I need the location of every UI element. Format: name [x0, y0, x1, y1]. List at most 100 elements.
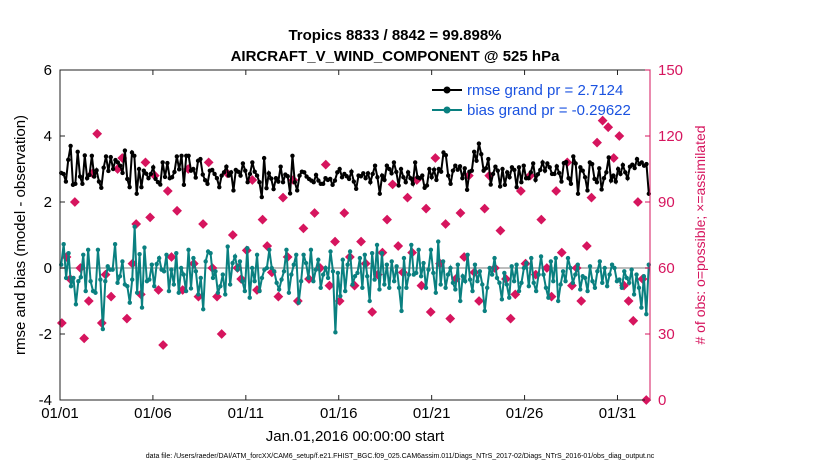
rmse-point: [556, 170, 562, 176]
bias-point: [529, 255, 534, 261]
bias-point: [551, 279, 556, 284]
rmse-point: [346, 176, 352, 182]
rmse-point: [580, 168, 585, 173]
rmse-point: [446, 173, 451, 178]
rmse-point: [490, 171, 496, 177]
rmse-point: [132, 153, 137, 158]
rmse-point: [266, 171, 272, 176]
rmse-point: [604, 170, 609, 175]
bias-point: [154, 261, 159, 267]
rmse-point: [474, 158, 479, 163]
bias-point: [436, 239, 441, 244]
rmse-point: [146, 176, 151, 181]
rmse-point: [457, 164, 463, 169]
rmse-point: [94, 168, 99, 173]
rmse-point: [87, 172, 92, 178]
bias-point: [489, 272, 495, 277]
bias-point: [450, 280, 456, 286]
bias-point: [526, 283, 532, 289]
rmse-point: [630, 162, 635, 167]
bias-point: [294, 252, 299, 257]
obs-assimilated-point: [603, 122, 614, 133]
obs-assimilated-point: [158, 340, 169, 350]
bias-point: [391, 279, 397, 284]
obs-assimilated-point: [597, 115, 608, 126]
bias-point: [433, 290, 438, 295]
rmse-point: [564, 159, 569, 165]
rmse-point: [151, 165, 156, 170]
bias-point: [487, 265, 492, 271]
rmse-point: [172, 169, 177, 175]
bias-point: [560, 269, 566, 274]
bias-point: [303, 260, 309, 266]
obs-assimilated-point: [227, 230, 238, 240]
rmse-point: [389, 171, 394, 176]
rmse-point: [613, 179, 618, 184]
bias-point: [276, 287, 282, 292]
obs-assimilated-point: [198, 219, 208, 229]
bias-point: [406, 272, 412, 277]
obs-assimilated-point: [387, 179, 398, 190]
obs-assimilated-point: [551, 186, 562, 196]
bias-point: [531, 280, 536, 286]
bias-point: [245, 246, 250, 251]
bias-point: [340, 257, 345, 262]
rmse-point: [271, 186, 276, 192]
rmse-point: [516, 165, 522, 170]
rmse-point: [103, 154, 109, 159]
rmse-point: [290, 153, 295, 158]
bias-point: [259, 275, 265, 281]
rmse-point: [585, 188, 590, 193]
obs-assimilated-point: [216, 329, 227, 339]
bias-point: [384, 262, 390, 267]
rmse-point: [401, 175, 406, 180]
bias-point: [558, 282, 563, 287]
rmse-point: [568, 181, 574, 187]
rmse-point: [434, 177, 439, 183]
bias-point: [318, 285, 323, 290]
rmse-point: [398, 166, 404, 172]
bias-point: [524, 260, 529, 266]
bias-point: [63, 275, 69, 281]
bias-point: [521, 265, 527, 271]
rmse-point: [174, 154, 180, 159]
bias-point: [134, 290, 140, 295]
rmse-point: [316, 178, 321, 183]
obs-assimilated-point: [430, 153, 441, 163]
bias-point: [164, 252, 169, 257]
bias-point: [573, 272, 578, 277]
bias-point: [497, 280, 502, 286]
rmse-point: [89, 153, 95, 158]
bias-point: [311, 279, 316, 284]
rmse-point: [375, 175, 380, 180]
bias-point: [323, 265, 328, 271]
bias-point: [541, 272, 546, 277]
bias-point: [362, 252, 367, 257]
bias-point: [343, 288, 348, 294]
bias-point: [269, 265, 274, 271]
rmse-point: [391, 160, 397, 165]
bias-point: [112, 242, 118, 247]
bias-point: [183, 288, 189, 294]
y-tick-label: 6: [44, 62, 52, 79]
legend-bias-marker: [443, 106, 451, 114]
rmse-point: [486, 156, 491, 162]
bias-point: [178, 265, 184, 271]
obs-assimilated-point: [440, 219, 451, 229]
bias-point: [320, 272, 326, 277]
bias-point: [538, 254, 544, 259]
bias-point: [619, 285, 625, 290]
rmse-point: [335, 170, 340, 175]
y-tick-label: 2: [44, 194, 52, 211]
rmse-point: [181, 182, 187, 188]
obs-assimilated-point: [140, 157, 151, 168]
bias-point: [279, 277, 284, 282]
rmse-point: [276, 179, 281, 184]
bias-point: [382, 282, 387, 287]
bias-point: [590, 279, 595, 284]
bias-point: [254, 252, 260, 257]
rmse-point: [634, 156, 640, 162]
rmse-point: [594, 180, 600, 185]
bias-point: [494, 275, 500, 281]
rmse-point: [370, 171, 375, 177]
